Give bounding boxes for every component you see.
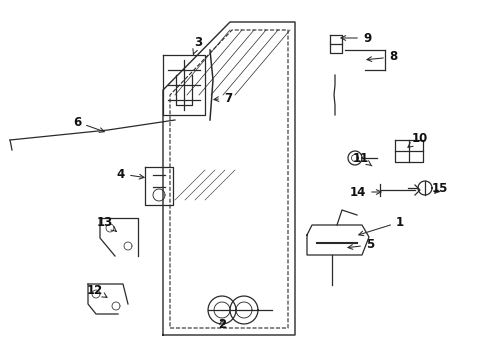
Text: 5: 5 bbox=[347, 238, 373, 252]
Text: 1: 1 bbox=[358, 216, 403, 236]
Text: 2: 2 bbox=[218, 319, 225, 332]
Text: 3: 3 bbox=[192, 36, 202, 54]
Text: 14: 14 bbox=[349, 185, 380, 198]
Text: 11: 11 bbox=[352, 152, 371, 166]
Text: 12: 12 bbox=[87, 284, 107, 297]
Text: 13: 13 bbox=[97, 216, 116, 231]
Text: 15: 15 bbox=[431, 181, 447, 194]
Text: 6: 6 bbox=[73, 116, 104, 132]
Text: 8: 8 bbox=[366, 50, 396, 63]
Text: 9: 9 bbox=[340, 31, 370, 45]
Text: 7: 7 bbox=[213, 91, 232, 104]
Text: 10: 10 bbox=[407, 131, 427, 147]
Text: 4: 4 bbox=[117, 167, 144, 180]
